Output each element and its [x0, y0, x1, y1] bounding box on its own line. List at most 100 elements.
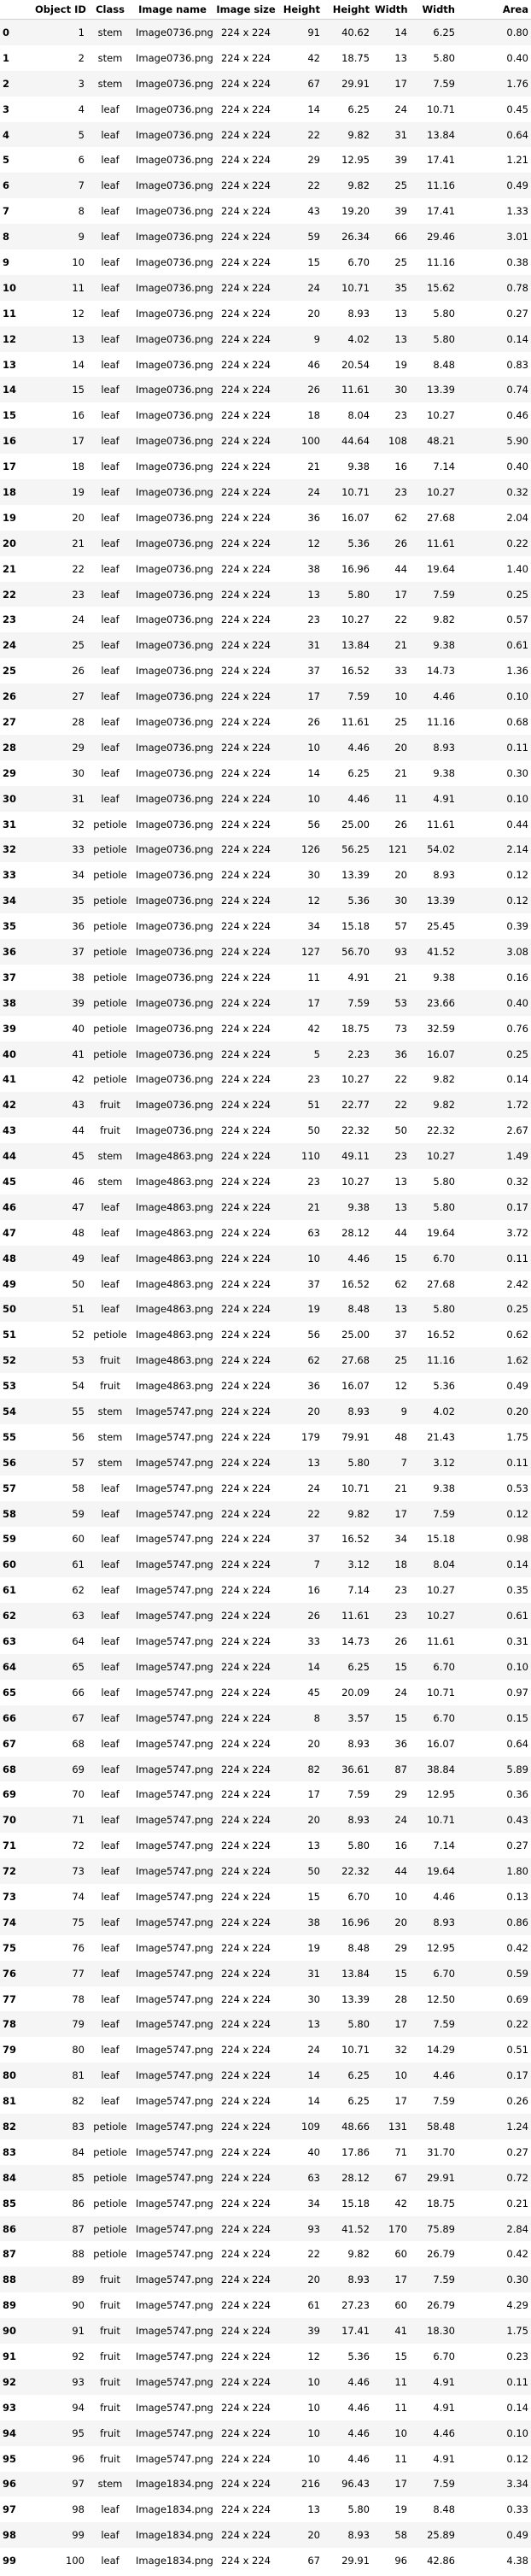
height-pct-cell: 16.96 [341, 1916, 370, 1928]
table-row: 21 22 leaf Image0736.png 224 x 224 38 16.96 44 1… [0, 555, 531, 582]
class-cell: leaf [101, 1788, 120, 1801]
width-pct-cell: 27.68 [427, 1277, 455, 1290]
area-cell: 3.08 [506, 946, 528, 958]
height-pct-cell: 29.91 [341, 77, 370, 90]
class-cell: petiole [93, 920, 127, 933]
object-id-cell: 37 [72, 946, 85, 958]
image-name-cell: Image5747.png [136, 1584, 213, 1597]
image-name-cell: Image5747.png [136, 1405, 213, 1418]
height-pct-cell: 10.71 [341, 2044, 370, 2057]
image-name-cell: Image5747.png [136, 2401, 213, 2414]
image-name-cell: Image5747.png [136, 1482, 213, 1494]
object-id-cell: 10 [72, 255, 85, 268]
image-size-cell: 224 x 224 [220, 869, 271, 882]
width-px-cell: 16 [394, 461, 407, 473]
image-name-cell: Image5747.png [136, 2222, 213, 2235]
width-px-cell: 19 [394, 2503, 407, 2516]
width-pct-cell: 16.07 [427, 1047, 455, 1060]
row-index: 75 [3, 1941, 17, 1954]
object-id-cell: 21 [72, 537, 85, 549]
width-pct-cell: 7.59 [433, 2274, 455, 2286]
object-id-cell: 47 [72, 1200, 85, 1213]
class-cell: stem [97, 2478, 123, 2491]
width-pct-cell: 54.02 [427, 843, 455, 856]
width-px-cell: 16 [394, 1840, 407, 1852]
area-cell: 0.86 [506, 1916, 528, 1928]
image-size-cell: 224 x 224 [220, 51, 271, 64]
width-px-cell: 24 [394, 1686, 407, 1699]
class-cell: leaf [101, 1686, 120, 1699]
height-px-cell: 67 [307, 2555, 320, 2567]
class-cell: stem [97, 1150, 123, 1163]
object-id-cell: 15 [72, 384, 85, 396]
width-pct-cell: 9.38 [433, 971, 455, 983]
row-index: 84 [3, 2171, 17, 2184]
row-index: 74 [3, 1916, 17, 1928]
row-index: 25 [3, 665, 17, 678]
height-px-cell: 26 [307, 715, 320, 728]
width-px-cell: 17 [394, 2274, 407, 2286]
image-name-cell: Image0736.png [136, 307, 213, 320]
area-cell: 0.59 [506, 1967, 528, 1980]
width-pct-cell: 10.71 [427, 1814, 455, 1827]
image-name-cell: Image0736.png [136, 26, 213, 38]
image-name-cell: Image0736.png [136, 690, 213, 703]
table-row: 61 62 leaf Image5747.png 224 x 224 16 7.14 23 10… [0, 1577, 531, 1604]
width-px-cell: 22 [394, 1073, 407, 1086]
height-pct-cell: 9.82 [347, 1507, 370, 1520]
class-cell: petiole [93, 996, 127, 1009]
table-row: 43 44 fruit Image0736.png 224 x 224 50 22.32 50… [0, 1118, 531, 1144]
class-cell: leaf [101, 154, 120, 167]
width-pct-cell: 27.68 [427, 511, 455, 524]
image-size-cell: 224 x 224 [220, 2401, 271, 2414]
image-size-cell: 224 x 224 [220, 996, 271, 1009]
height-px-cell: 42 [307, 51, 320, 64]
table-row: 91 92 fruit Image5747.png 224 x 224 12 5.36 15 6… [0, 2344, 531, 2369]
width-pct-cell: 8.48 [433, 2503, 455, 2516]
image-size-cell: 224 x 224 [220, 1303, 271, 1316]
image-name-cell: Image0736.png [136, 1124, 213, 1137]
image-size-cell: 224 x 224 [220, 461, 271, 473]
height-px-cell: 63 [307, 1226, 320, 1239]
height-pct-cell: 3.12 [347, 1558, 370, 1571]
height-pct-cell: 49.11 [341, 1150, 370, 1163]
table-row: 70 71 leaf Image5747.png 224 x 224 20 8.93 24 10… [0, 1807, 531, 1834]
table-row: 5 6 leaf Image0736.png 224 x 224 29 12.95 39 17.… [0, 147, 531, 173]
class-cell: petiole [93, 2120, 127, 2133]
area-cell: 4.38 [506, 2555, 528, 2567]
row-index: 35 [3, 920, 17, 933]
object-id-cell: 52 [72, 1329, 85, 1341]
object-id-cell: 84 [72, 2145, 85, 2158]
image-size-cell: 224 x 224 [220, 2325, 271, 2338]
height-px-cell: 26 [307, 384, 320, 396]
area-cell: 2.04 [506, 511, 528, 524]
area-cell: 0.14 [506, 332, 528, 345]
width-pct-cell: 19.64 [427, 1226, 455, 1239]
object-id-cell: 31 [72, 792, 85, 805]
width-pct-cell: 8.04 [433, 1558, 455, 1571]
class-cell: leaf [101, 1303, 120, 1316]
height-px-cell: 21 [307, 461, 320, 473]
image-name-cell: Image5747.png [136, 2197, 213, 2209]
image-size-cell: 224 x 224 [220, 1610, 271, 1622]
class-cell: leaf [101, 1814, 120, 1827]
height-px-cell: 40 [307, 2145, 320, 2158]
width-px-cell: 12 [394, 1380, 407, 1393]
image-name-cell: Image0736.png [136, 154, 213, 167]
class-cell: petiole [93, 1329, 127, 1341]
class-cell: petiole [93, 895, 127, 907]
object-id-cell: 76 [72, 1941, 85, 1954]
height-pct-cell: 10.27 [341, 1176, 370, 1188]
image-size-cell: 224 x 224 [220, 332, 271, 345]
table-row: 20 21 leaf Image0736.png 224 x 224 12 5.36 26 11… [0, 530, 531, 556]
width-px-cell: 121 [388, 843, 407, 856]
width-pct-cell: 7.14 [433, 461, 455, 473]
image-name-cell: Image0736.png [136, 205, 213, 218]
height-pct-cell: 5.80 [347, 2503, 370, 2516]
class-cell: leaf [101, 1482, 120, 1494]
row-index: 28 [3, 741, 17, 754]
table-row: 57 58 leaf Image5747.png 224 x 224 24 10.71 21 9… [0, 1475, 531, 1501]
image-name-cell: Image0736.png [136, 920, 213, 933]
height-px-cell: 56 [307, 818, 320, 830]
height-px-cell: 82 [307, 1763, 320, 1775]
